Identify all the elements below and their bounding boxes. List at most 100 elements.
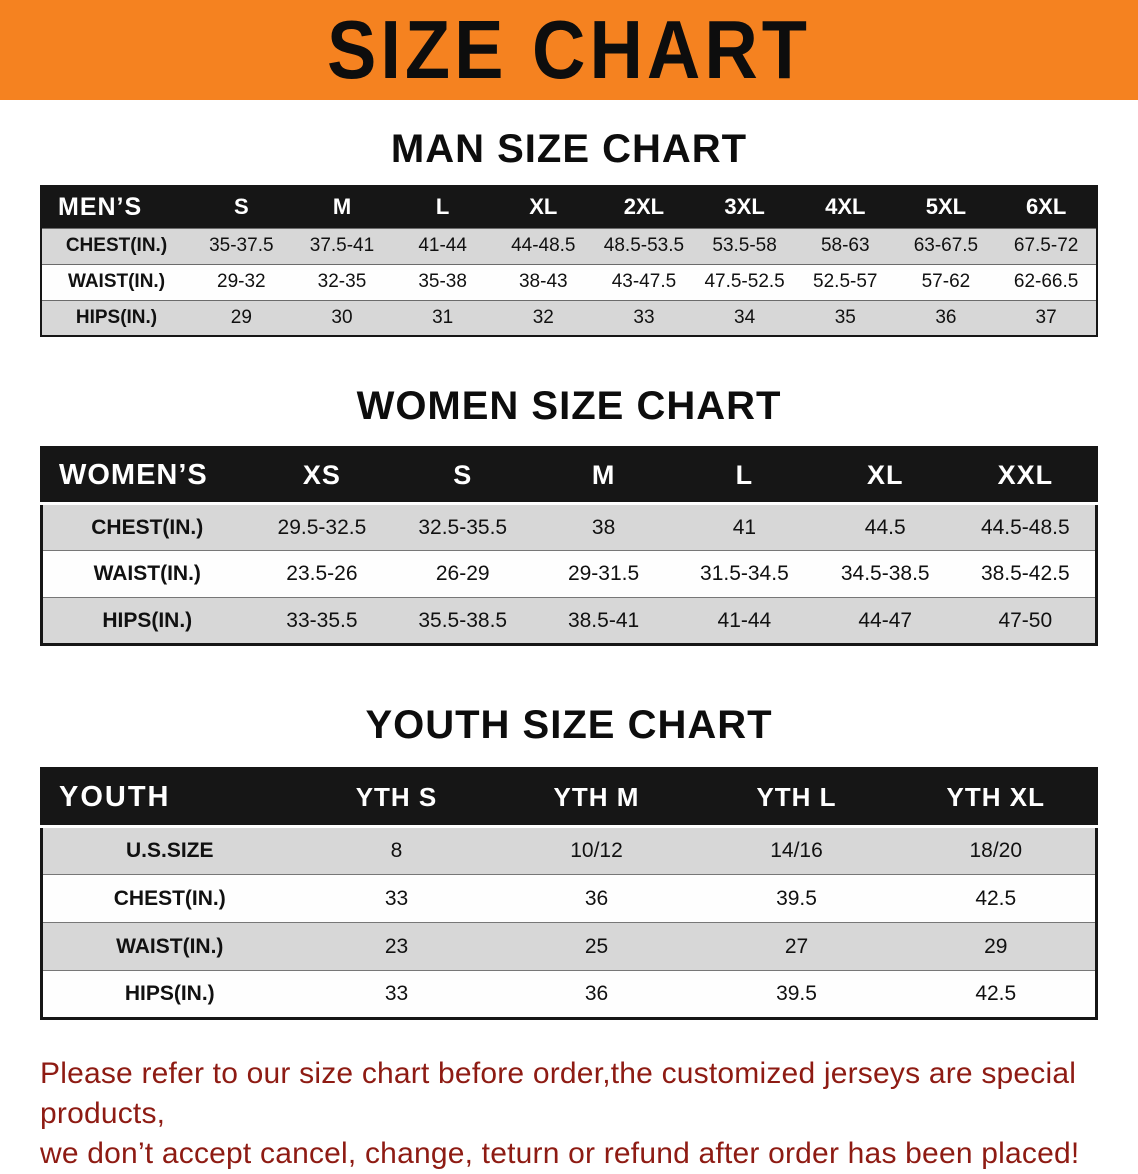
size-value-cell: 63-67.5: [895, 227, 997, 264]
youth-size-table: YOUTH YTH S YTH M YTH L YTH XL U.S.SIZE 8 10/12…: [40, 767, 1098, 1020]
size-value-cell: 29-31.5: [533, 550, 674, 598]
size-value-cell: 41-44: [673, 597, 815, 645]
size-column-header: XL: [492, 186, 594, 228]
size-value-cell: 67.5-72: [996, 227, 1097, 264]
size-value-cell: 38: [533, 502, 674, 551]
men-size-table: MEN’S S M L XL 2XL 3XL 4XL 5XL 6XL CHEST(IN.) 35-37…: [40, 185, 1098, 337]
size-value-cell: 35: [794, 299, 896, 336]
size-value-cell: 47.5-52.5: [694, 263, 795, 300]
size-column-header: XL: [814, 447, 956, 504]
size-value-cell: 38.5-42.5: [955, 550, 1097, 598]
size-value-cell: 44-48.5: [492, 227, 594, 264]
size-value-cell: 44.5: [814, 502, 956, 551]
measurement-row: CHEST(IN.) 35-37.5 37.5-41 41-44 44-48.5 48.5…: [41, 227, 1097, 264]
size-column-header: YTH L: [696, 768, 897, 827]
measurement-row: CHEST(IN.) 33 36 39.5 42.5: [41, 874, 1097, 923]
measurement-row: U.S.SIZE 8 10/12 14/16 18/20: [41, 825, 1097, 875]
size-column-header: 3XL: [694, 186, 795, 228]
measurement-row: WAIST(IN.) 29-32 32-35 35-38 38-43 43-47.5 47.…: [41, 263, 1097, 300]
size-value-cell: 32.5-35.5: [392, 502, 534, 551]
size-value-cell: 23.5-26: [251, 550, 393, 598]
size-value-cell: 41-44: [392, 227, 493, 264]
size-value-cell: 37: [996, 299, 1097, 336]
disclaimer-line-2: we don’t accept cancel, change, teturn o…: [40, 1136, 1080, 1170]
size-value-cell: 31: [392, 299, 493, 336]
size-value-cell: 36: [895, 299, 997, 336]
size-value-cell: 26-29: [392, 550, 534, 598]
size-value-cell: 8: [296, 825, 497, 875]
size-value-cell: 35.5-38.5: [392, 597, 534, 645]
size-value-cell: 37.5-41: [291, 227, 393, 264]
size-column-header: L: [392, 186, 493, 228]
size-value-cell: 18/20: [896, 825, 1097, 875]
size-value-cell: 29: [896, 922, 1097, 971]
size-value-cell: 30: [291, 299, 393, 336]
size-value-cell: 36: [496, 874, 697, 923]
youth-size-chart-title: YOUTH SIZE CHART: [365, 703, 773, 747]
size-value-cell: 38.5-41: [533, 597, 674, 645]
size-value-cell: 48.5-53.5: [593, 227, 695, 264]
table-group-label: MEN’S: [41, 186, 191, 228]
size-value-cell: 33: [296, 874, 497, 923]
measurement-label: HIPS(IN.): [41, 299, 191, 336]
size-value-cell: 58-63: [794, 227, 896, 264]
size-header-row: WOMEN’S XS S M L XL XXL: [41, 447, 1097, 504]
measurement-row: HIPS(IN.) 33-35.5 35.5-38.5 38.5-41 41-44 44-…: [41, 597, 1097, 645]
size-value-cell: 62-66.5: [996, 263, 1097, 300]
size-value-cell: 25: [496, 922, 697, 971]
measurement-label: WAIST(IN.): [41, 550, 252, 598]
size-column-header: YTH XL: [896, 768, 1097, 827]
size-value-cell: 42.5: [896, 874, 1097, 923]
measurement-label: CHEST(IN.): [41, 502, 252, 551]
size-header-row: MEN’S S M L XL 2XL 3XL 4XL 5XL 6XL: [41, 186, 1097, 228]
measurement-label: HIPS(IN.): [41, 970, 297, 1019]
size-value-cell: 23: [296, 922, 497, 971]
size-value-cell: 29: [191, 299, 292, 336]
size-value-cell: 43-47.5: [593, 263, 695, 300]
disclaimer-line-1: Please refer to our size chart before or…: [40, 1057, 1077, 1130]
measurement-label: CHEST(IN.): [41, 227, 191, 264]
women-size-chart-section: WOMEN SIZE CHART WOMEN’S XS S M L XL XXL CHEST(…: [0, 383, 1138, 646]
size-column-header: YTH S: [296, 768, 497, 827]
size-value-cell: 44-47: [814, 597, 956, 645]
size-value-cell: 27: [696, 922, 897, 971]
measurement-row: HIPS(IN.) 33 36 39.5 42.5: [41, 970, 1097, 1019]
size-column-header: M: [533, 447, 674, 504]
size-value-cell: 10/12: [496, 825, 697, 875]
size-column-header: S: [392, 447, 534, 504]
size-value-cell: 33: [296, 970, 497, 1019]
size-value-cell: 44.5-48.5: [955, 502, 1097, 551]
disclaimer-note: Please refer to our size chart before or…: [40, 1054, 1098, 1174]
size-column-header: 4XL: [794, 186, 896, 228]
measurement-label: CHEST(IN.): [41, 874, 297, 923]
size-value-cell: 39.5: [696, 874, 897, 923]
size-value-cell: 42.5: [896, 970, 1097, 1019]
size-column-header: M: [291, 186, 393, 228]
size-value-cell: 14/16: [696, 825, 897, 875]
measurement-row: HIPS(IN.) 29 30 31 32 33 34 35 36 37: [41, 299, 1097, 336]
size-value-cell: 31.5-34.5: [673, 550, 815, 598]
size-column-header: 5XL: [895, 186, 997, 228]
size-column-header: 2XL: [593, 186, 695, 228]
measurement-row: WAIST(IN.) 23.5-26 26-29 29-31.5 31.5-34.5 34…: [41, 550, 1097, 598]
size-header-row: YOUTH YTH S YTH M YTH L YTH XL: [41, 768, 1097, 827]
man-size-chart-section: MAN SIZE CHART MEN’S S M L XL 2XL 3XL 4XL 5XL 6XL…: [0, 126, 1138, 337]
measurement-label: WAIST(IN.): [41, 263, 191, 300]
measurement-label: WAIST(IN.): [41, 922, 297, 971]
size-column-header: 6XL: [996, 186, 1097, 228]
size-column-header: YTH M: [496, 768, 697, 827]
size-value-cell: 41: [673, 502, 815, 551]
youth-size-chart-section: YOUTH SIZE CHART YOUTH YTH S YTH M YTH L YTH…: [0, 702, 1138, 1020]
size-value-cell: 39.5: [696, 970, 897, 1019]
measurement-row: WAIST(IN.) 23 25 27 29: [41, 922, 1097, 971]
women-size-table: WOMEN’S XS S M L XL XXL CHEST(IN.) 29.5-32.5 32.5…: [40, 446, 1098, 646]
size-value-cell: 29-32: [191, 263, 292, 300]
size-value-cell: 52.5-57: [794, 263, 896, 300]
size-value-cell: 32: [492, 299, 594, 336]
size-value-cell: 36: [496, 970, 697, 1019]
size-value-cell: 33: [593, 299, 695, 336]
measurement-label: U.S.SIZE: [41, 825, 297, 875]
table-group-label: WOMEN’S: [41, 447, 252, 504]
size-value-cell: 32-35: [291, 263, 393, 300]
